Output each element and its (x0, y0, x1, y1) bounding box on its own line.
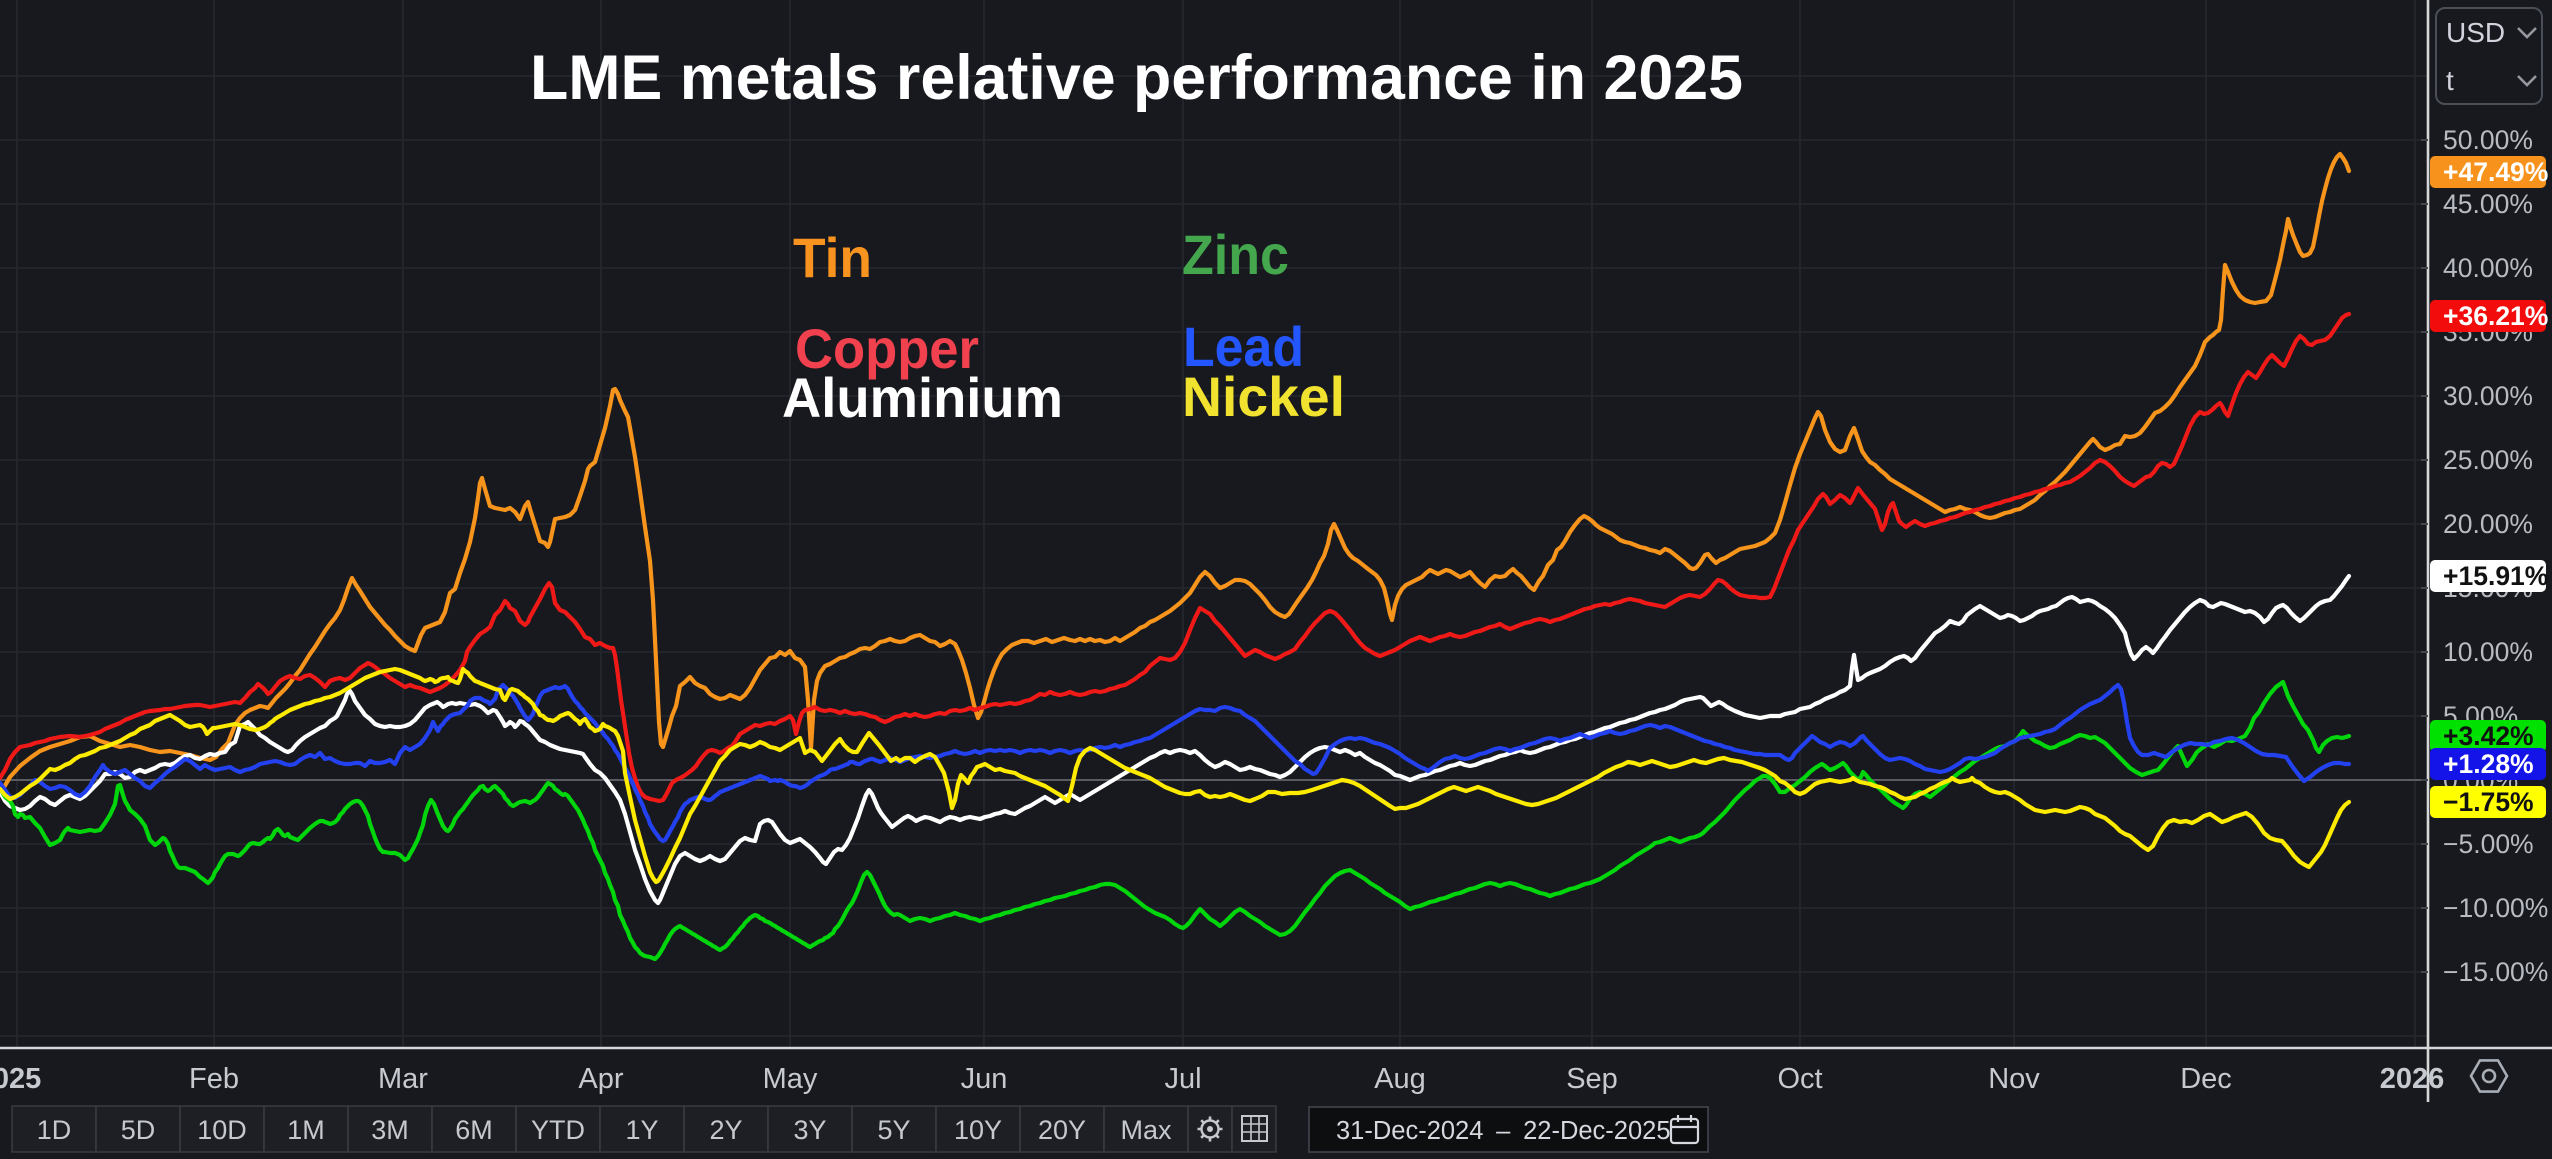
svg-text:20.00%: 20.00% (2443, 509, 2533, 539)
svg-text:3M: 3M (371, 1115, 409, 1145)
svg-text:May: May (763, 1063, 818, 1095)
svg-text:Nov: Nov (1988, 1063, 2040, 1095)
svg-text:40.00%: 40.00% (2443, 253, 2533, 283)
svg-text:45.00%: 45.00% (2443, 189, 2533, 219)
svg-text:−5.00%: −5.00% (2443, 829, 2534, 859)
svg-text:2Y: 2Y (709, 1115, 742, 1145)
svg-text:+3.42%: +3.42% (2443, 721, 2534, 751)
svg-text:Jul: Jul (1164, 1063, 1201, 1095)
svg-text:Nickel: Nickel (1182, 365, 1345, 428)
svg-text:−10.00%: −10.00% (2443, 893, 2548, 923)
svg-text:Apr: Apr (578, 1063, 623, 1095)
svg-text:5D: 5D (121, 1115, 156, 1145)
svg-text:−15.00%: −15.00% (2443, 957, 2548, 987)
svg-text:1Y: 1Y (625, 1115, 658, 1145)
svg-text:Max: Max (1120, 1115, 1172, 1145)
svg-text:1M: 1M (287, 1115, 325, 1145)
svg-text:1D: 1D (37, 1115, 72, 1145)
svg-text:LME metals relative performanc: LME metals relative performance in 2025 (530, 43, 1743, 113)
svg-text:2026: 2026 (2380, 1063, 2445, 1095)
svg-text:Mar: Mar (378, 1063, 428, 1095)
svg-text:USD: USD (2446, 17, 2505, 48)
svg-text:Copper: Copper (795, 317, 979, 380)
svg-text:Lead: Lead (1183, 315, 1304, 378)
svg-text:Zinc: Zinc (1182, 223, 1289, 286)
svg-text:Aug: Aug (1374, 1063, 1426, 1095)
svg-text:Sep: Sep (1566, 1063, 1618, 1095)
svg-text:Oct: Oct (1777, 1063, 1822, 1095)
svg-text:Jun: Jun (961, 1063, 1008, 1095)
svg-text:t: t (2446, 65, 2454, 96)
svg-text:Tin: Tin (793, 226, 872, 289)
svg-text:5Y: 5Y (877, 1115, 910, 1145)
svg-text:YTD: YTD (531, 1115, 585, 1145)
svg-text:10.00%: 10.00% (2443, 637, 2533, 667)
svg-text:3Y: 3Y (793, 1115, 826, 1145)
svg-text:025: 025 (0, 1063, 41, 1095)
svg-text:Aluminium: Aluminium (782, 366, 1063, 429)
svg-text:30.00%: 30.00% (2443, 381, 2533, 411)
svg-text:Dec: Dec (2180, 1063, 2232, 1095)
svg-text:+15.91%: +15.91% (2443, 561, 2548, 591)
svg-text:6M: 6M (455, 1115, 493, 1145)
svg-text:31-Dec-2024 – 22-Dec-2025: 31-Dec-2024 – 22-Dec-2025 (1336, 1117, 1671, 1145)
svg-text:+1.28%: +1.28% (2443, 749, 2534, 779)
svg-text:+36.21%: +36.21% (2443, 301, 2548, 331)
svg-text:50.00%: 50.00% (2443, 125, 2533, 155)
svg-text:+47.49%: +47.49% (2443, 157, 2548, 187)
svg-text:−1.75%: −1.75% (2443, 787, 2534, 817)
svg-text:20Y: 20Y (1038, 1115, 1086, 1145)
svg-text:Feb: Feb (189, 1063, 239, 1095)
svg-text:10Y: 10Y (954, 1115, 1002, 1145)
svg-text:25.00%: 25.00% (2443, 445, 2533, 475)
svg-text:10D: 10D (197, 1115, 247, 1145)
